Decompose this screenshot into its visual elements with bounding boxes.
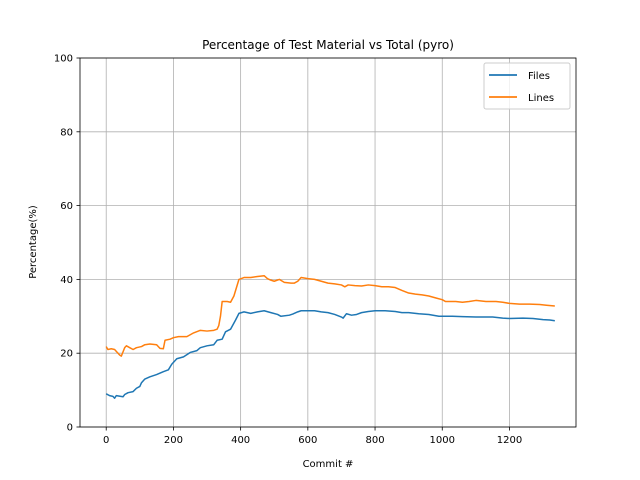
x-tick-label: 200: [164, 435, 183, 446]
x-axis-ticks: 0 200 400 600 800 1000 1200: [103, 427, 522, 446]
y-tick-label: 80: [60, 127, 73, 138]
x-axis-label: Commit #: [303, 459, 354, 470]
y-tick-label: 60: [60, 201, 73, 212]
chart-title: Percentage of Test Material vs Total (py…: [202, 38, 454, 52]
plot-frame: [79, 57, 577, 428]
y-tick-label: 20: [60, 349, 73, 360]
series-line-files: [105, 310, 555, 399]
x-tick-label: 800: [365, 435, 384, 446]
legend-box: [483, 62, 571, 110]
series-layer: [105, 274, 555, 399]
legend-label-lines: Lines: [528, 93, 554, 104]
x-tick-label: 1200: [497, 435, 522, 446]
y-tick-label: 40: [60, 275, 73, 286]
legend-label-files: Files: [528, 71, 550, 82]
x-tick-label: 0: [103, 435, 109, 446]
x-tick-label: 600: [298, 435, 317, 446]
y-tick-label: 0: [67, 423, 73, 434]
x-tick-label: 400: [231, 435, 250, 446]
legend: Files Lines: [483, 62, 571, 110]
series-line-lines: [105, 274, 555, 357]
y-axis-label: Percentage(%): [28, 205, 39, 279]
y-tick-label: 100: [54, 54, 73, 65]
plot-area: [80, 58, 576, 427]
x-tick-label: 1000: [430, 435, 455, 446]
y-axis-ticks: 0 20 40 60 80 100: [54, 54, 80, 434]
